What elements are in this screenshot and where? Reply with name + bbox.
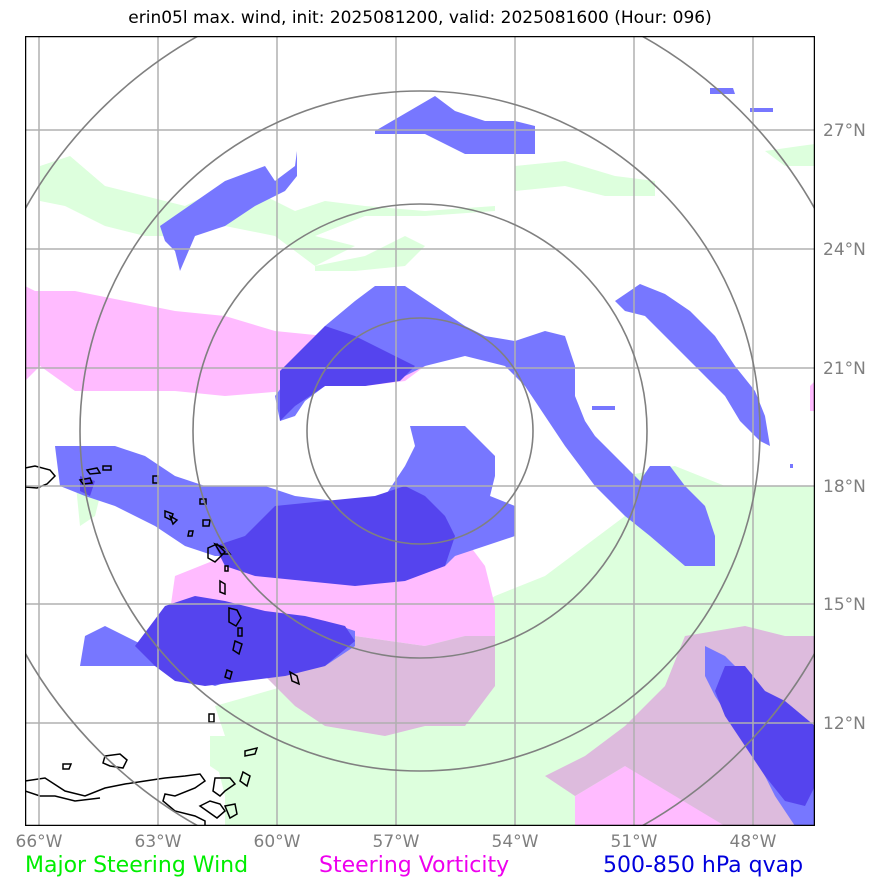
lon-label-57w: 57°W [372,832,420,852]
lon-label-63w: 63°W [134,832,182,852]
lat-label-18n: 18°N [823,477,866,497]
range-rings [25,36,815,826]
map-border [25,36,815,826]
lat-label-15n: 15°N [823,595,866,615]
legend-steering-vorticity: Steering Vorticity [319,853,510,878]
map-panel[interactable] [25,36,815,826]
lon-label-54w: 54°W [491,832,539,852]
lon-label-66w: 66°W [15,832,63,852]
legend-qvap: 500-850 hPa qvap [603,853,804,878]
map-canvas [25,36,815,826]
lon-label-60w: 60°W [253,832,301,852]
lon-label-48w: 48°W [729,832,777,852]
lon-label-51w: 51°W [610,832,658,852]
lat-label-24n: 24°N [823,240,866,260]
lat-label-27n: 27°N [823,121,866,141]
legend-steering-wind: Major Steering Wind [25,853,249,878]
map-title: erin05l max. wind, init: 2025081200, val… [128,8,712,28]
lat-label-21n: 21°N [823,359,866,379]
lat-label-12n: 12°N [823,714,866,734]
